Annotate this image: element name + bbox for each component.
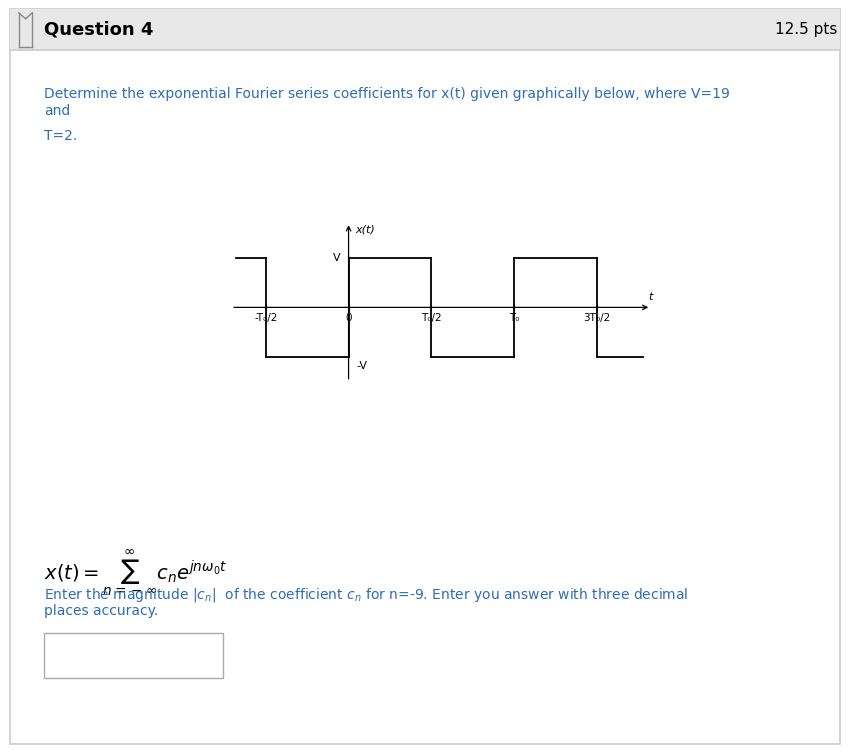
Text: 12.5 pts: 12.5 pts [775,23,837,37]
Text: places accuracy.: places accuracy. [44,605,158,618]
Text: 0: 0 [345,313,352,323]
Text: 3T₀/2: 3T₀/2 [583,313,610,323]
Text: Question 4: Question 4 [44,21,154,38]
Text: Determine the exponential Fourier series coefficients for x(t) given graphically: Determine the exponential Fourier series… [44,87,730,101]
Bar [44,633,223,678]
Text: T₀/2: T₀/2 [421,313,441,323]
Text: -T₀/2: -T₀/2 [254,313,278,323]
Text: $x(t) = \sum_{n=-\infty}^{\infty} c_n e^{jn\omega_0 t}$: $x(t) = \sum_{n=-\infty}^{\infty} c_n e^… [44,547,228,598]
Bar [10,9,840,50]
Text: T=2.: T=2. [44,129,77,142]
Text: -V: -V [357,361,368,370]
Text: and: and [44,104,71,117]
Text: V: V [332,253,340,263]
Text: T₀: T₀ [508,313,519,323]
Text: x(t): x(t) [355,224,375,234]
Text: t: t [649,292,653,303]
Text: Enter the magnitude $|c_n|$  of the coefficient $c_n$ for n=-9. Enter you answer: Enter the magnitude $|c_n|$ of the coeff… [44,586,688,604]
